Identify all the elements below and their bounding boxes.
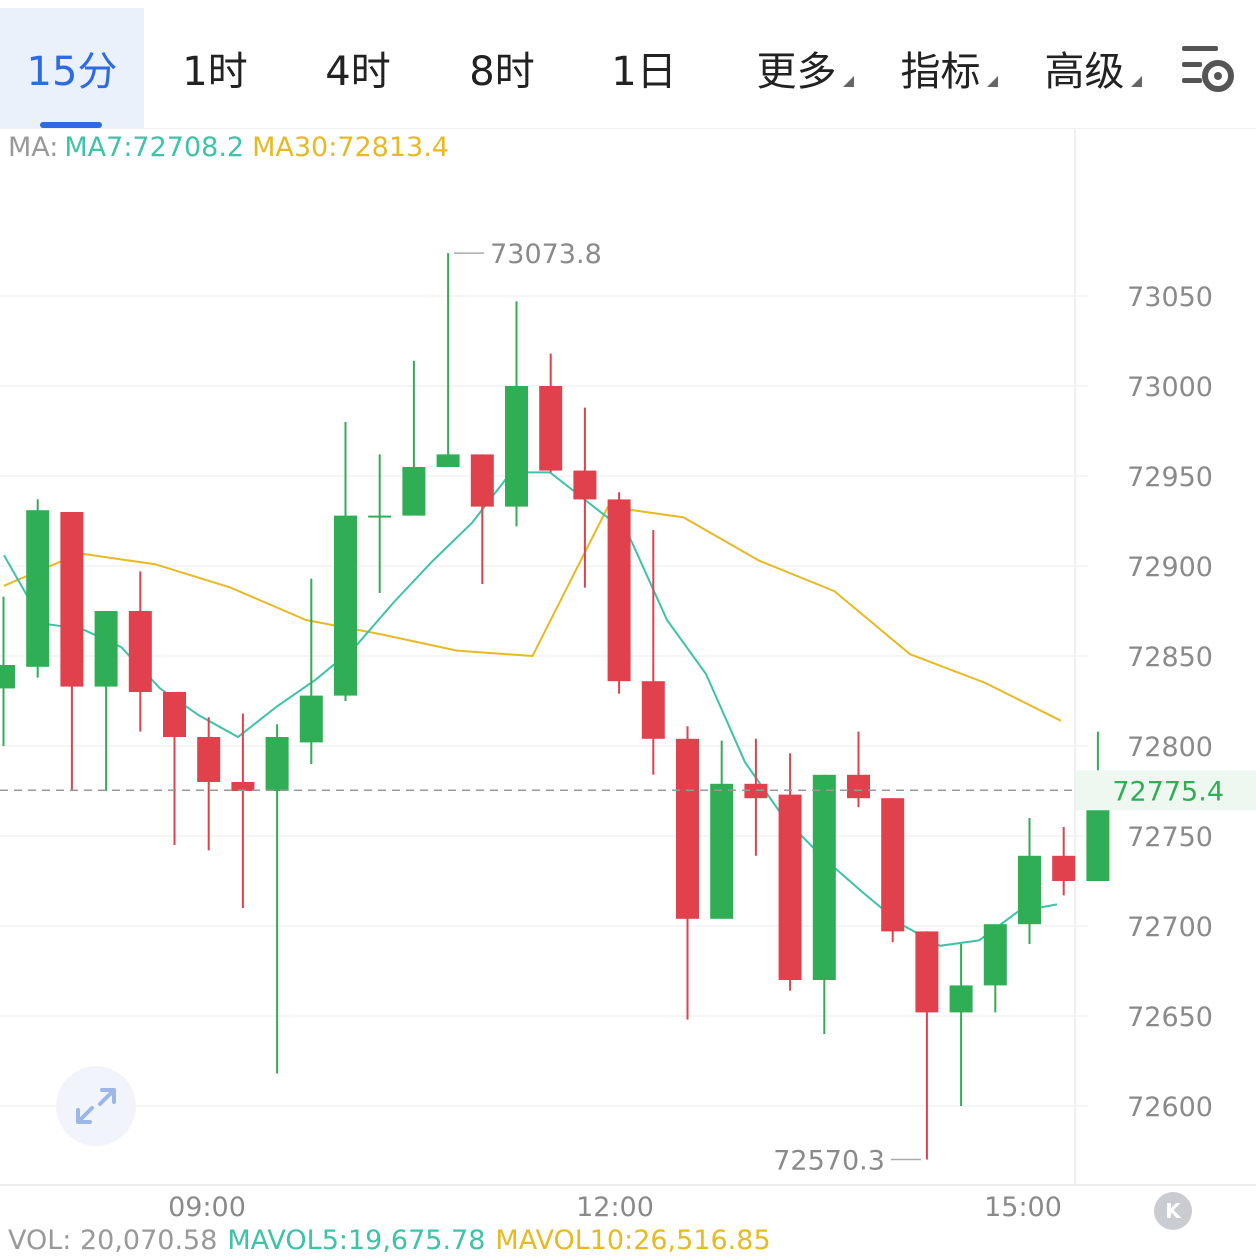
tab-more-dropdown[interactable]: 更多 xyxy=(740,8,870,128)
candle-up xyxy=(368,515,392,518)
ma-label: MA: xyxy=(8,132,59,163)
y-tick-label: 72600 xyxy=(1127,1092,1213,1123)
ma30-value: MA30:72813.4 xyxy=(252,132,449,163)
expand-chart-button[interactable] xyxy=(56,1066,136,1146)
y-tick-label: 72850 xyxy=(1127,642,1213,673)
tab-1d-label: 1日 xyxy=(611,49,677,95)
candle-up xyxy=(334,515,357,696)
tab-more-label: 更多 xyxy=(756,49,837,95)
k-scroll-button[interactable]: K xyxy=(1154,1192,1192,1230)
tab-8h-label: 8时 xyxy=(469,49,535,95)
candle-up xyxy=(436,454,460,467)
tab-15m[interactable]: 15分 xyxy=(0,8,144,128)
candle-down xyxy=(231,782,255,791)
ma30-line xyxy=(3,505,1062,722)
x-tick-label: 09:00 xyxy=(168,1192,246,1223)
candle-down xyxy=(128,611,152,692)
max-price-label: 73073.8 xyxy=(490,239,602,270)
candle-down xyxy=(573,470,597,500)
tab-4h[interactable]: 4时 xyxy=(292,8,424,128)
expand-icon xyxy=(76,1088,116,1124)
tab-advanced-dropdown[interactable]: 高级 xyxy=(1028,8,1158,128)
x-tick-label: 15:00 xyxy=(984,1192,1062,1223)
candle-up xyxy=(812,774,836,980)
candle-up xyxy=(94,611,118,687)
y-tick-label: 72900 xyxy=(1127,552,1213,583)
chart-settings-icon[interactable] xyxy=(1180,42,1240,98)
mavol5-value: MAVOL5:19,675.78 xyxy=(227,1225,486,1256)
dropdown-caret-icon xyxy=(1130,75,1142,87)
candlestick-chart[interactable]: 73050 73000 72950 72900 72850 72800 72750 72700… xyxy=(0,128,1256,1226)
tab-1h-label: 1时 xyxy=(182,49,248,95)
tab-indicators-dropdown[interactable]: 指标 xyxy=(884,8,1014,128)
candle-down xyxy=(778,794,802,980)
mavol10-value: MAVOL10:26,516.85 xyxy=(495,1225,771,1256)
candle-up xyxy=(299,695,323,743)
candle-up xyxy=(402,467,426,516)
volume-legend: VOL: 20,070.58 MAVOL5:19,675.78 MAVOL10:26… xyxy=(8,1226,771,1256)
tab-1d[interactable]: 1日 xyxy=(578,8,710,128)
candle-up xyxy=(505,386,528,507)
candle-down xyxy=(607,499,631,682)
candle-down xyxy=(539,386,563,471)
candle-down xyxy=(60,512,84,687)
candle-down xyxy=(744,783,768,799)
y-tick-label: 72750 xyxy=(1127,822,1213,853)
y-tick-label: 72800 xyxy=(1127,732,1213,763)
timeframe-tabbar: 15分 1时 4时 8时 1日 更多 指标 高级 xyxy=(0,0,1256,128)
y-tick-label: 72700 xyxy=(1127,912,1213,943)
y-tick-label: 72650 xyxy=(1127,1002,1213,1033)
dropdown-caret-icon xyxy=(842,75,854,87)
candle-up xyxy=(26,510,50,667)
candle-down xyxy=(915,931,939,1013)
active-tab-indicator xyxy=(40,122,102,128)
candle-up xyxy=(1018,855,1041,925)
candle-down xyxy=(881,798,905,932)
min-price-label: 72570.3 xyxy=(773,1145,885,1176)
ma-legend: MA: MA7:72708.2 MA30:72813.4 xyxy=(8,132,449,163)
candle-down xyxy=(641,681,665,739)
current-price-badge xyxy=(1076,770,1256,811)
dropdown-caret-icon xyxy=(986,75,998,87)
candle-down xyxy=(1052,855,1076,881)
tab-advanced-label: 高级 xyxy=(1044,49,1125,95)
candle-down xyxy=(197,737,221,782)
ma7-value: MA7:72708.2 xyxy=(64,132,245,163)
tab-15m-label: 15分 xyxy=(26,49,118,95)
y-tick-label: 73050 xyxy=(1127,282,1213,313)
candle-up xyxy=(265,737,289,791)
tab-8h[interactable]: 8时 xyxy=(436,8,568,128)
tab-indicators-label: 指标 xyxy=(900,49,981,95)
tab-1h[interactable]: 1时 xyxy=(150,8,280,128)
tab-4h-label: 4时 xyxy=(325,49,391,95)
candle-up xyxy=(983,924,1007,986)
candle-up xyxy=(1086,790,1110,881)
candle-down xyxy=(676,738,699,919)
current-price-label: 72775.4 xyxy=(1112,776,1224,807)
y-tick-label: 72950 xyxy=(1127,462,1213,493)
candle-down xyxy=(847,774,870,799)
candle-down xyxy=(163,692,186,737)
vol-label: VOL: 20,070.58 xyxy=(8,1225,218,1256)
candle-down xyxy=(470,454,494,507)
y-tick-label: 73000 xyxy=(1127,372,1213,403)
x-tick-label: 12:00 xyxy=(576,1192,654,1223)
candle-up xyxy=(710,783,734,919)
candle-up xyxy=(949,985,973,1013)
candle-up xyxy=(0,665,15,689)
